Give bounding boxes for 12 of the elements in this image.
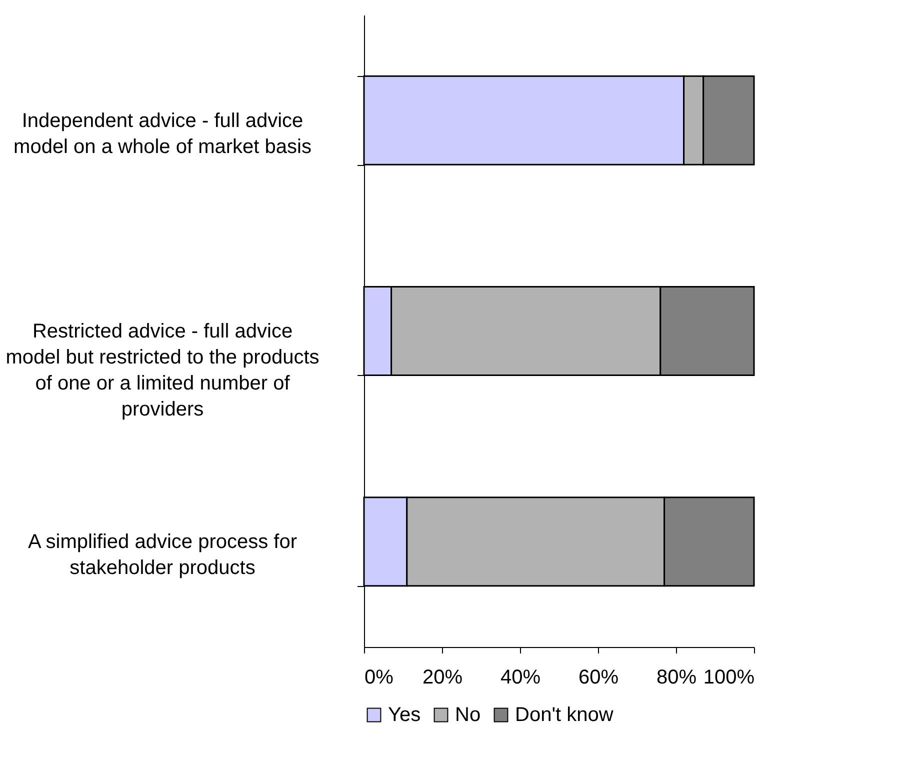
x-tick-label: 0% — [364, 666, 394, 688]
x-tick-label: 80% — [656, 666, 697, 688]
x-tick-label: 100% — [703, 666, 755, 688]
legend-label: No — [455, 704, 481, 726]
y-tick-label: A simplified advice process for stakeholder products — [28, 531, 298, 580]
x-tick-label: 60% — [578, 666, 619, 688]
legend-label: Don't know — [515, 704, 614, 726]
x-tick-label: 20% — [422, 666, 463, 688]
legend-label: Yes — [388, 704, 421, 726]
x-tick-label: 40% — [500, 666, 541, 688]
y-tick-label: Independent advice - full advice model on a whole of market basis — [14, 110, 312, 158]
y-tick-label: Restricted advice - full advice model but restricted to the products of one or a limited number of providers — [6, 320, 320, 420]
